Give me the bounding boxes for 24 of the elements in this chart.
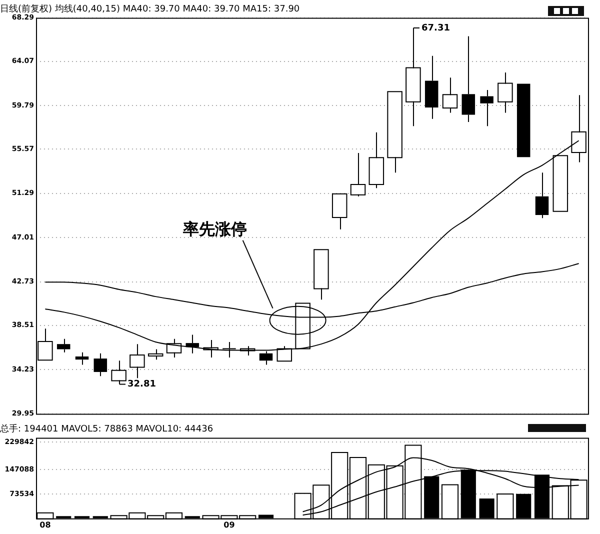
candlestick: [387, 91, 402, 174]
candlestick: [498, 72, 513, 114]
annotation: 32.81: [128, 380, 156, 390]
candlestick: [535, 172, 549, 219]
candlestick: [332, 193, 348, 230]
x-tick-label: 09: [224, 520, 236, 530]
annotation: 率先涨停: [182, 219, 247, 238]
candlestick: [368, 132, 384, 189]
candlestick: [350, 152, 366, 197]
candlestick: [406, 27, 421, 127]
candlestick: [462, 36, 476, 123]
chart-title: 日线(前复权) 均线(40,40,15) MA40: 39.70 MA40: 39.70 MA15: 37.90: [0, 4, 300, 15]
candlestick: [314, 249, 329, 300]
candlestick: [424, 55, 438, 120]
candlestick: [148, 348, 164, 360]
candlestick: [442, 77, 458, 114]
candlestick: [94, 352, 108, 377]
chart-title: 总手: 194401 MAVOL5: 78863 MAVOL10: 44436: [0, 424, 214, 435]
candlestick: [111, 360, 126, 385]
candlestick: [56, 338, 70, 353]
candlestick: [130, 344, 145, 379]
annotation: 67.31: [422, 23, 450, 34]
x-tick-label: 08: [40, 520, 52, 530]
candlestick: [75, 352, 89, 366]
